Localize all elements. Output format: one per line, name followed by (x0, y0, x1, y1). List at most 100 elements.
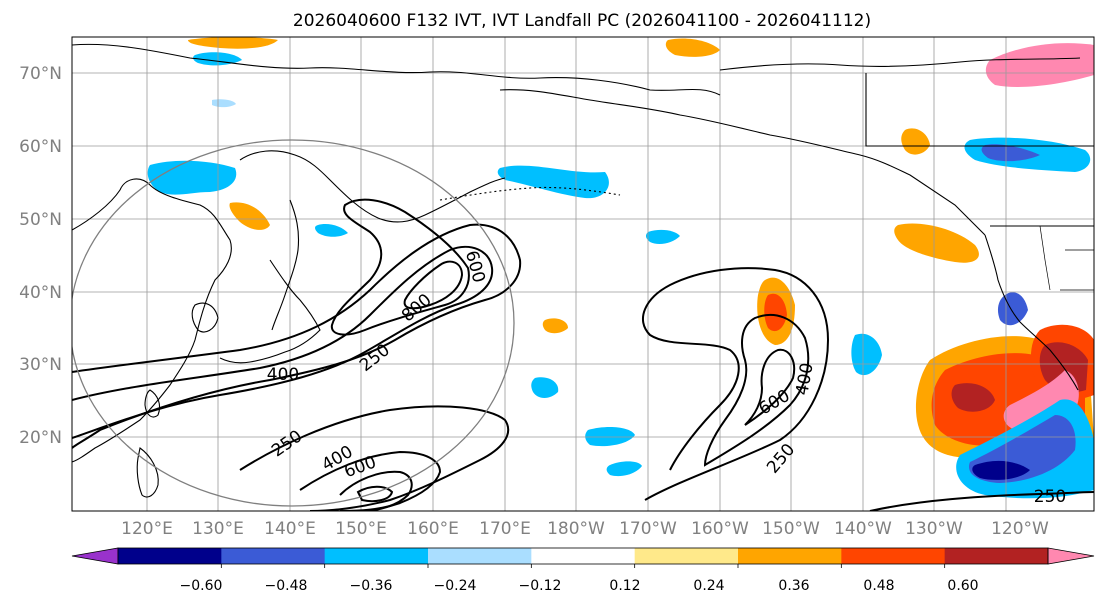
lon-label: 140°W (834, 519, 892, 539)
positive-sakhalin (229, 202, 270, 230)
lon-label: 150°E (335, 519, 387, 539)
coastlines (72, 43, 1094, 498)
negative-arctic-1 (193, 52, 242, 66)
map-area: 250 400 600 800 250 400 600 600 400 250 … (72, 37, 1094, 511)
lat-labels: 70°N 60°N 50°N 40°N 30°N 20°N (19, 64, 62, 448)
lon-label: 180°W (547, 519, 605, 539)
ivt-shading (147, 37, 1094, 499)
lon-labels: 120°E 130°E 140°E 150°E 160°E 170°E 180°… (121, 519, 1049, 539)
negative-coast-1 (997, 292, 1028, 326)
negative-japan (315, 223, 348, 237)
coast-kamchatka (239, 150, 506, 223)
colorbar-tick: 0.36 (778, 578, 809, 594)
ivt-contours (72, 198, 1094, 511)
coast-korea (191, 302, 219, 333)
positive-arctic-1 (188, 37, 278, 49)
contour-600-mid (744, 348, 796, 426)
figure-title: 2026040600 F132 IVT, IVT Landfall PC (20… (293, 11, 871, 31)
contour-250-east (869, 491, 1094, 511)
coast-arctic-na (719, 57, 1081, 71)
colorbar-segment (118, 548, 222, 564)
lon-label: 130°E (192, 519, 244, 539)
label-east-250: 250 (1034, 487, 1066, 507)
lat-label: 30°N (19, 355, 62, 375)
label-west-400: 400 (267, 365, 299, 385)
lat-label: 40°N (19, 283, 62, 303)
lon-label: 160°W (691, 519, 749, 539)
colorbar-tick: −0.60 (180, 578, 223, 594)
lon-label: 150°W (762, 519, 820, 539)
positive-small-1 (542, 318, 568, 334)
contour-600-sw (339, 470, 413, 511)
colorbar-ticks: −0.60 −0.48 −0.36 −0.24 −0.12 0.12 0.24 … (180, 578, 979, 594)
negative-bering (497, 165, 609, 199)
colorbar-segment (841, 548, 946, 564)
positive-arctic-2 (665, 38, 720, 57)
coast-alaska (499, 89, 986, 236)
lon-label: 140°E (264, 519, 316, 539)
negative-canada-core (981, 144, 1040, 162)
coast-philippines (136, 447, 159, 498)
colorbar-tick: 0.12 (609, 578, 640, 594)
positive-central-core (764, 293, 787, 332)
map-frame (71, 36, 1095, 512)
negative-siberia (147, 160, 237, 195)
colorbar-arrow-right (1047, 547, 1095, 565)
colorbar-frame (117, 547, 1049, 565)
lon-label: 170°W (619, 519, 677, 539)
coast-aleutians (439, 186, 621, 201)
negative-central (851, 333, 882, 376)
state-borders (1039, 225, 1094, 291)
negative-pacific-4 (645, 229, 680, 244)
negative-region-se-max (972, 460, 1030, 480)
colorbar-tick: 0.60 (947, 578, 978, 594)
coast-arctic-asia (72, 43, 721, 96)
coast-china (72, 178, 232, 463)
colorbar-tick: −0.36 (350, 578, 393, 594)
contour-800-west (403, 260, 464, 310)
contour-400-west (72, 245, 494, 439)
contour-inner-sw (356, 485, 394, 503)
colorbar-arrow-left (71, 547, 119, 565)
negative-pacific-2 (531, 377, 559, 398)
contour-600-west (330, 198, 470, 336)
lon-label: 160°E (407, 519, 459, 539)
contour-250-west (72, 223, 522, 449)
colorbar-segment (221, 548, 326, 564)
positive-alaska (901, 128, 930, 155)
lon-label: 120°W (991, 519, 1049, 539)
contour-250-mid (641, 267, 830, 501)
lon-label: 130°W (905, 519, 963, 539)
coast-taiwan (144, 389, 161, 418)
landfall-region-circle (72, 139, 515, 507)
lat-label: 70°N (19, 64, 62, 84)
lon-label: 120°E (121, 519, 173, 539)
colorbar-tick: 0.24 (693, 578, 724, 594)
colorbar-tick: −0.24 (434, 578, 477, 594)
lon-label: 170°E (479, 519, 531, 539)
negative-pacific-3 (606, 461, 642, 477)
colorbar-segment (324, 548, 429, 564)
colorbar-tick: −0.48 (265, 578, 308, 594)
contour-250-sw (239, 405, 510, 511)
colorbar-segment (738, 548, 842, 564)
lat-label: 60°N (19, 137, 62, 157)
positive-gulf (894, 223, 979, 263)
pink-arctic (985, 43, 1094, 87)
lat-label: 50°N (19, 210, 62, 230)
colorbar-tick: −0.12 (519, 578, 562, 594)
colorbar (71, 547, 1095, 568)
coast-japan (219, 259, 321, 364)
colorbar-tick: 0.48 (863, 578, 894, 594)
lat-label: 20°N (19, 428, 62, 448)
colorbar-segment (531, 548, 636, 564)
colorbar-segment (634, 548, 739, 564)
colorbar-segment (944, 548, 1049, 564)
coast-westcoast (984, 234, 1079, 391)
coast-sakhalin (271, 199, 300, 331)
negative-pacific-1 (585, 427, 635, 447)
contour-400-mid (703, 313, 810, 467)
border-alaska-canada (865, 73, 1094, 147)
